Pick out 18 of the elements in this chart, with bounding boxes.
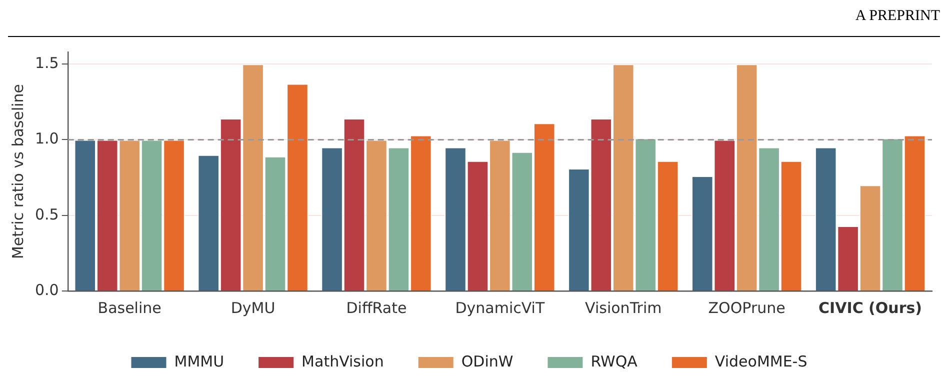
- x-tick-label: Baseline: [98, 298, 162, 317]
- x-tick-label: DynamicViT: [455, 298, 546, 317]
- x-tick-label: DyMU: [230, 298, 276, 317]
- y-axis-title: Metric ratio vs baseline: [8, 84, 27, 260]
- y-tick-label: 1.5: [34, 54, 59, 72]
- legend-label: RWQA: [590, 352, 638, 370]
- legend-label: MMMU: [174, 352, 224, 370]
- x-tick-label: VisionTrim: [585, 298, 662, 317]
- legend-label: VideoMME-S: [714, 352, 808, 370]
- y-tick-label: 0.5: [34, 205, 59, 224]
- y-tick-label: 0.0: [34, 280, 59, 299]
- legend-label: ODinW: [461, 352, 514, 370]
- y-tick-label: 1.0: [34, 130, 59, 148]
- text: A PREPRINT: [855, 8, 940, 25]
- legend-label: MathVision: [302, 352, 384, 370]
- x-tick-label: ZOOPrune: [708, 298, 786, 317]
- x-tick-label: DiffRate: [346, 298, 407, 317]
- x-tick-label: CIVIC (Ours): [818, 298, 922, 317]
